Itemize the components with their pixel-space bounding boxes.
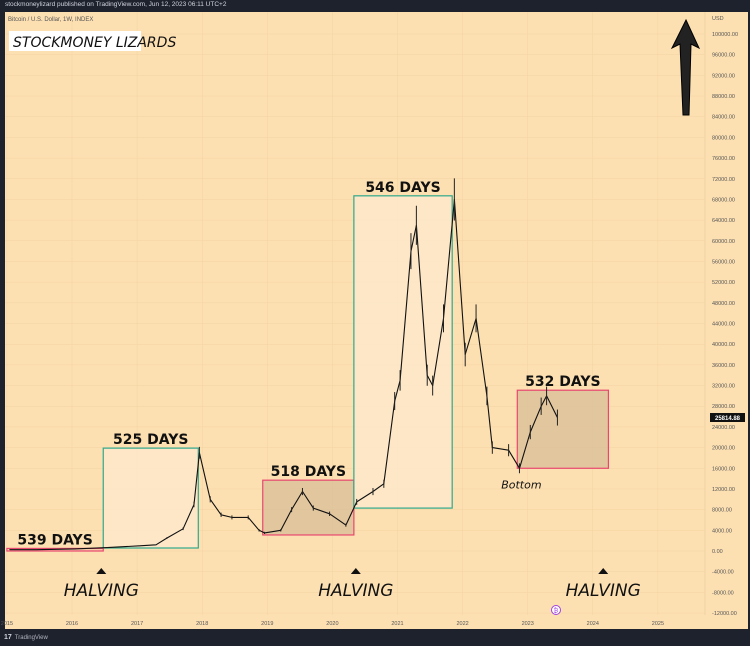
- bottom-label: Bottom: [501, 478, 541, 491]
- range-box: [262, 479, 355, 536]
- y-tick-label: 52000.00: [712, 280, 735, 286]
- x-tick-label: 2022: [456, 621, 468, 627]
- halving-label: HALVING: [566, 581, 641, 601]
- y-tick-label: -8000.00: [712, 590, 734, 596]
- x-tick-label: 2025: [652, 621, 664, 627]
- price-series: [9, 178, 558, 551]
- currency-label: USD: [712, 16, 724, 22]
- y-tick-label: 12000.00: [712, 487, 735, 493]
- y-tick-label: 4000.00: [712, 528, 732, 534]
- event-icon[interactable]: ₿: [551, 605, 561, 615]
- x-tick-label: 2017: [131, 621, 143, 627]
- tradingview-logo-icon: 17: [4, 634, 12, 641]
- footer-logo-text: TradingView: [14, 634, 48, 641]
- x-tick-label: 2015: [1, 621, 13, 627]
- x-tick-label: 2023: [522, 621, 534, 627]
- y-tick-label: 24000.00: [712, 425, 735, 431]
- range-box-label: 532 DAYS: [525, 374, 600, 390]
- y-tick-label: 88000.00: [712, 94, 735, 100]
- up-arrow-icon: [670, 18, 701, 116]
- range-box-label: 518 DAYS: [271, 464, 346, 480]
- symbol-title: Bitcoin / U.S. Dollar, 1W, INDEX: [8, 17, 93, 23]
- x-tick-label: 2019: [261, 621, 273, 627]
- range-box-label: 546 DAYS: [365, 180, 440, 196]
- x-axis[interactable]: 2015 2016 2017 2018 2019 2020 2021 2022 2023 2024…: [1, 621, 664, 627]
- halving-triangle-icon: [350, 568, 361, 574]
- x-tick-label: 2021: [391, 621, 403, 627]
- y-tick-label: 92000.00: [712, 73, 735, 79]
- range-box: [102, 447, 199, 549]
- svg-text:₿: ₿: [554, 608, 559, 615]
- brand-box: [9, 31, 141, 51]
- x-tick-label: 2016: [66, 621, 78, 627]
- y-tick-label: 40000.00: [712, 342, 735, 348]
- y-tick-label: 76000.00: [712, 156, 735, 162]
- range-box-label: 525 DAYS: [113, 432, 188, 448]
- halving-markers: HALVING HALVING HALVING: [64, 568, 641, 601]
- x-tick-label: 2018: [196, 621, 208, 627]
- y-tick-label: 60000.00: [712, 239, 735, 245]
- y-tick-label: 20000.00: [712, 446, 735, 452]
- y-tick-label: -4000.00: [712, 570, 734, 576]
- y-tick-label: 44000.00: [712, 322, 735, 328]
- y-tick-label: 8000.00: [712, 508, 732, 514]
- y-tick-label: 56000.00: [712, 259, 735, 265]
- y-tick-label: 48000.00: [712, 301, 735, 307]
- x-tick-label: 2020: [326, 621, 338, 627]
- halving-label: HALVING: [64, 581, 139, 601]
- y-tick-label: -12000.00: [712, 611, 737, 617]
- y-tick-label: 28000.00: [712, 404, 735, 410]
- halving-triangle-icon: [598, 568, 609, 574]
- y-tick-label: 84000.00: [712, 115, 735, 121]
- y-tick-label: 16000.00: [712, 466, 735, 472]
- range-box: [516, 389, 610, 469]
- y-tick-label: 36000.00: [712, 363, 735, 369]
- halving-label: HALVING: [318, 581, 393, 601]
- y-tick-label: 32000.00: [712, 384, 735, 390]
- y-tick-label: 64000.00: [712, 218, 735, 224]
- y-tick-label: 68000.00: [712, 197, 735, 203]
- footer: 17 TradingView: [4, 634, 48, 641]
- y-tick-label: 0.00: [712, 549, 723, 555]
- y-axis[interactable]: 100000.00 96000.00 92000.00 88000.00 84000.0…: [712, 32, 738, 617]
- publish-info: stockmoneylizard published on TradingVie…: [5, 1, 227, 8]
- brand-label: STOCKMONEY LIZARDS: [13, 35, 176, 51]
- y-tick-label: 96000.00: [712, 53, 735, 59]
- y-tick-label: 100000.00: [712, 32, 738, 38]
- last-price-badge: 25814.88: [710, 413, 745, 422]
- y-tick-label: 80000.00: [712, 135, 735, 141]
- halving-triangle-icon: [96, 568, 107, 574]
- last-price-label: 25814.88: [715, 416, 741, 422]
- range-box-label: 539 DAYS: [17, 532, 92, 548]
- x-tick-label: 2024: [587, 621, 599, 627]
- y-tick-label: 72000.00: [712, 177, 735, 183]
